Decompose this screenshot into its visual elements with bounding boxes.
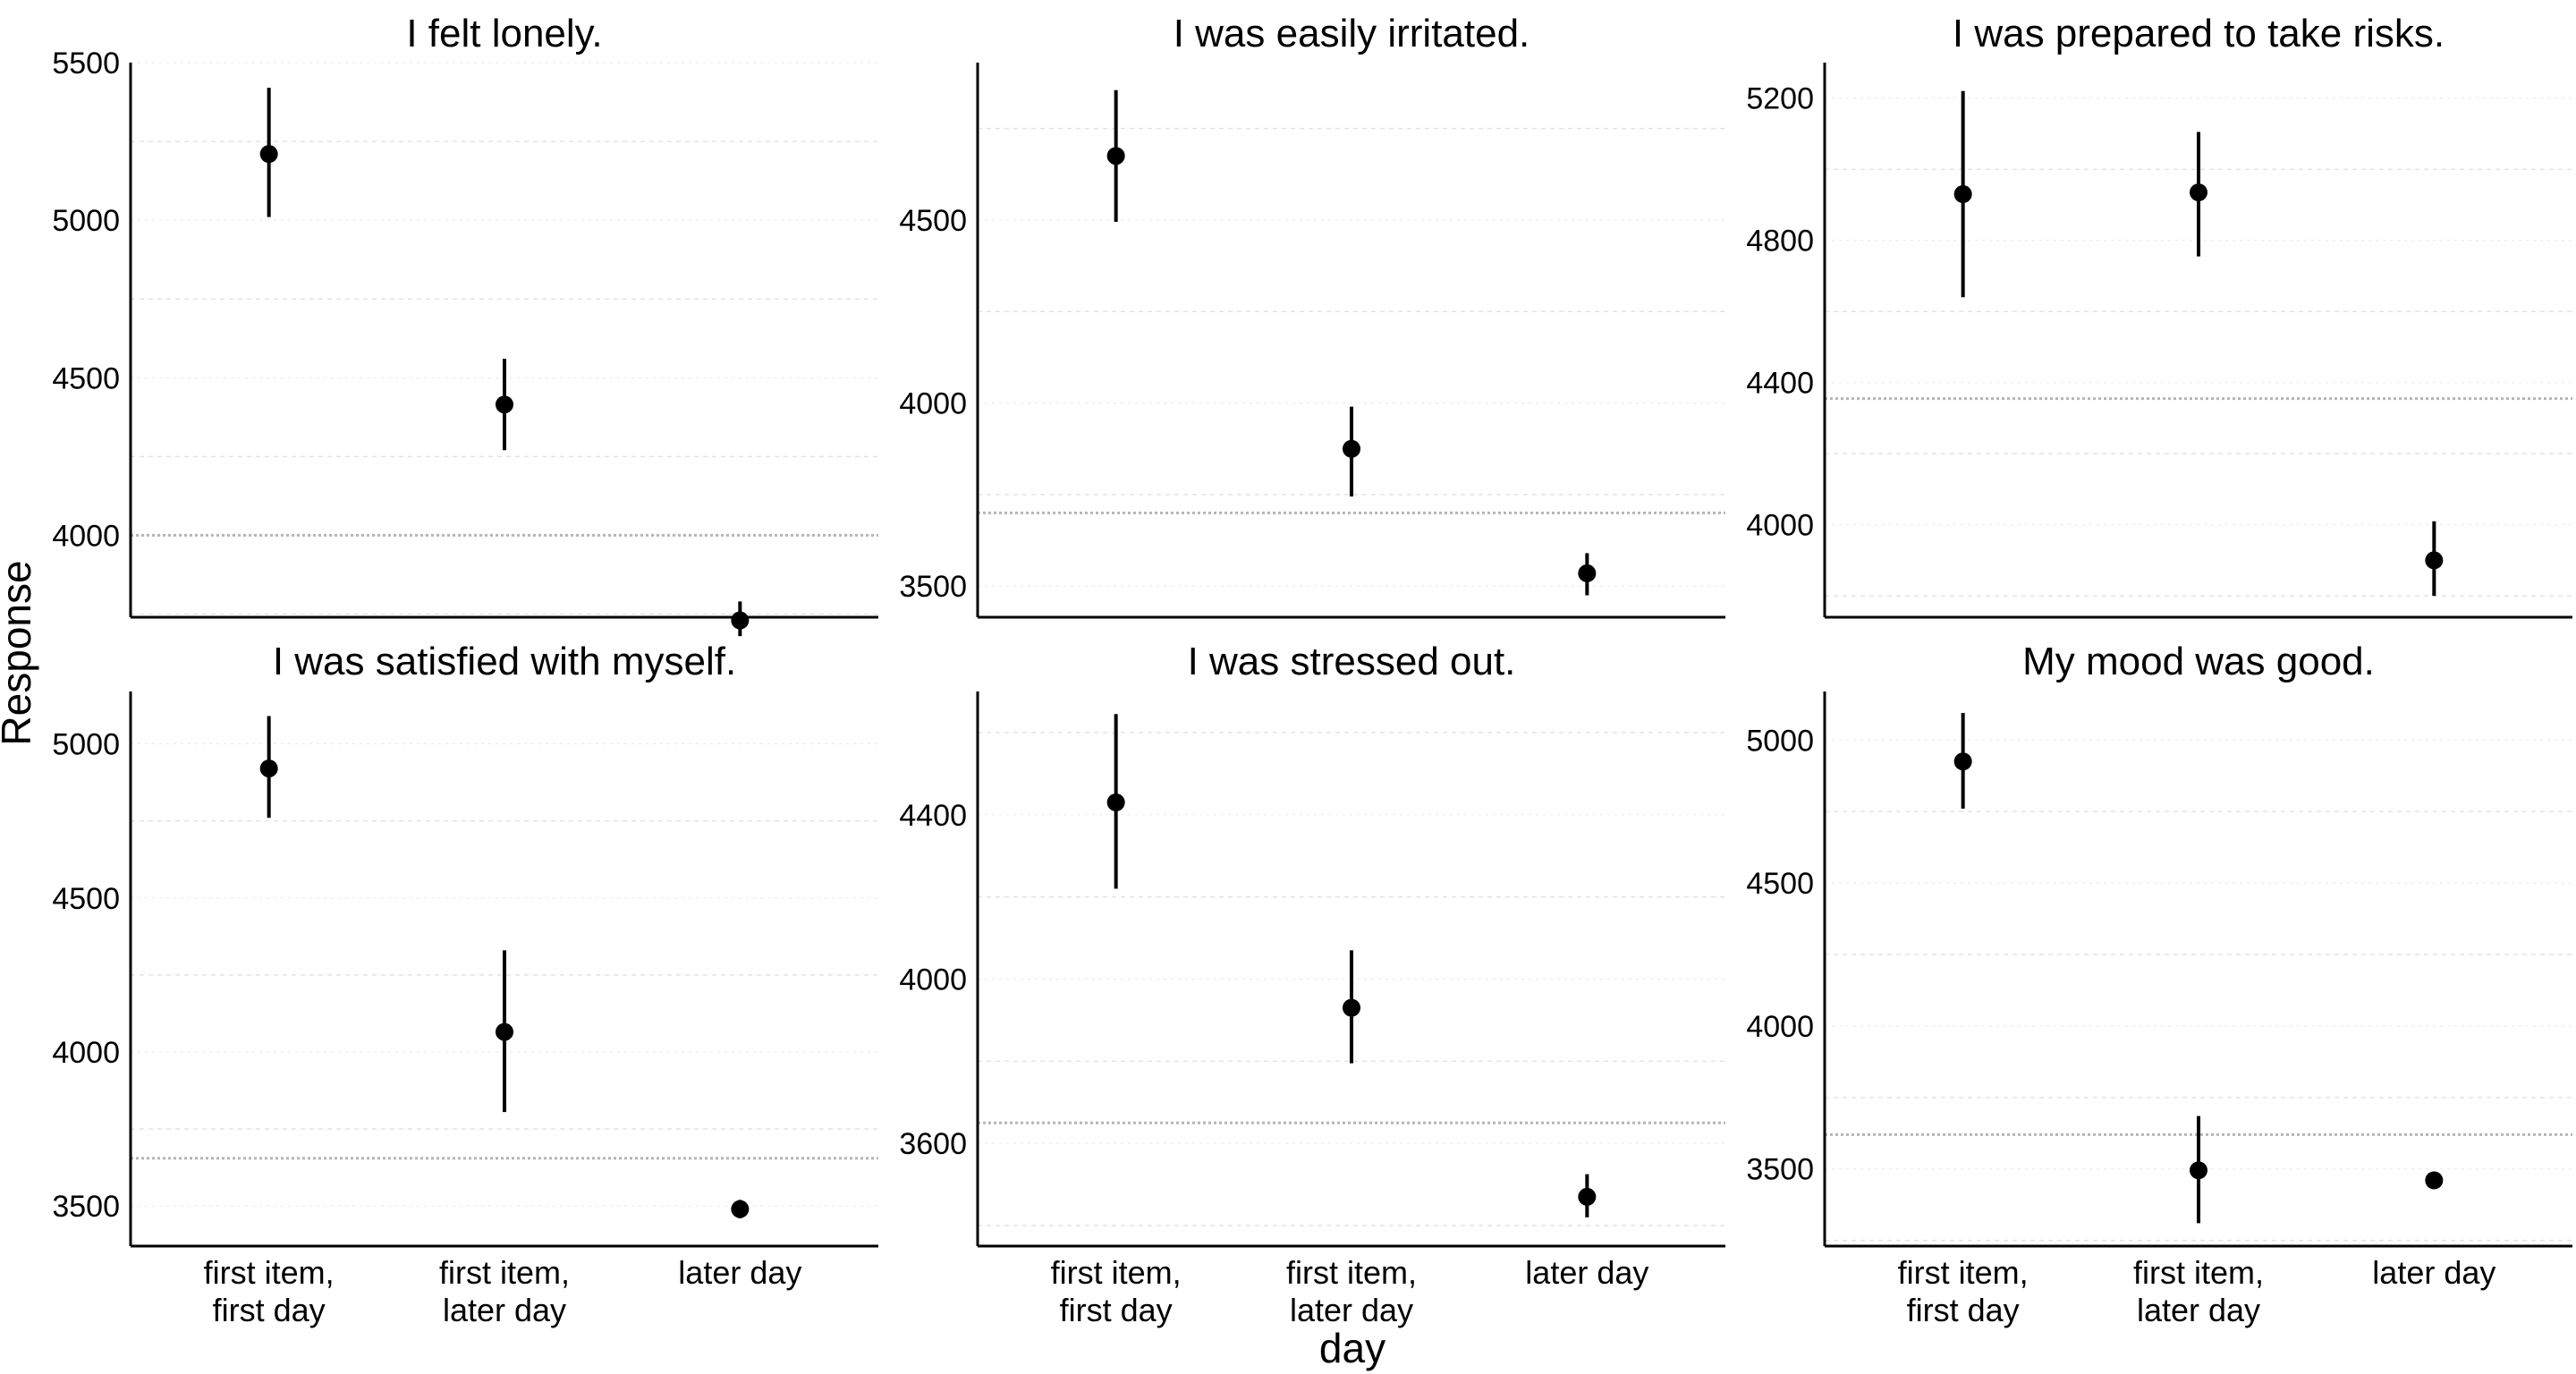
- data-point: [259, 759, 278, 778]
- data-point: [2425, 1171, 2444, 1190]
- panels-layer: 4000 4500 5000 5500 I felt lonely. 3500 4000 45…: [52, 12, 2572, 1328]
- data-point: [1106, 147, 1125, 165]
- data-point: [731, 611, 750, 630]
- panel-title: I was stressed out.: [1188, 640, 1516, 683]
- x-category-label: first item,: [1286, 1254, 1417, 1291]
- y-tick-label: 5000: [1746, 724, 1814, 758]
- data-point: [2425, 551, 2444, 570]
- data-point: [1953, 185, 1972, 204]
- y-tick-label: 4000: [52, 519, 120, 553]
- x-category-label: later day: [1525, 1254, 1648, 1291]
- y-tick-label: 4000: [52, 1036, 120, 1070]
- panel-title: I was satisfied with myself.: [273, 640, 736, 683]
- y-tick-label: 3600: [899, 1127, 967, 1161]
- y-tick-label: 4400: [899, 799, 967, 833]
- panel-title: I felt lonely.: [406, 12, 602, 55]
- panel-title: I was easily irritated.: [1174, 12, 1530, 55]
- x-category-label: first item,: [204, 1254, 335, 1291]
- y-tick-label: 4500: [899, 204, 967, 238]
- panel-title: My mood was good.: [2022, 640, 2375, 683]
- panel-3: 4000 4400 4800 5200 I was prepared to take r…: [1746, 12, 2572, 619]
- y-tick-label: 3500: [52, 1190, 120, 1224]
- x-category-label: later day: [443, 1292, 566, 1328]
- y-tick-label: 5000: [52, 204, 120, 238]
- x-category-label: first item,: [2133, 1254, 2264, 1291]
- data-point: [496, 1022, 513, 1041]
- y-tick-label: 4000: [899, 387, 967, 421]
- x-category-label: later day: [678, 1254, 801, 1291]
- x-category-label: later day: [1290, 1292, 1413, 1328]
- y-tick-label: 4000: [1746, 1010, 1814, 1044]
- y-tick-label: 4400: [1746, 367, 1814, 401]
- data-point: [1343, 439, 1360, 458]
- data-point: [1578, 564, 1597, 582]
- data-point: [2190, 1161, 2207, 1180]
- x-axis-title: day: [1319, 1325, 1385, 1371]
- y-tick-label: 5200: [1746, 82, 1814, 116]
- y-tick-label: 4000: [899, 963, 967, 997]
- panel-5: 3600 4000 4400 I was stressed out. first ite…: [899, 640, 1725, 1328]
- y-tick-label: 4500: [52, 361, 120, 395]
- x-category-label: first day: [1907, 1292, 2020, 1328]
- data-point: [1106, 793, 1125, 811]
- y-tick-label: 3500: [899, 570, 967, 604]
- y-tick-label: 4500: [1746, 867, 1814, 901]
- data-point: [731, 1200, 750, 1218]
- y-tick-label: 4500: [52, 882, 120, 916]
- panel-6: 3500 4000 4500 5000 My mood was good. first i…: [1746, 640, 2572, 1328]
- x-category-label: first item,: [1898, 1254, 2029, 1291]
- data-point: [259, 145, 278, 164]
- panel-1: 4000 4500 5000 5500 I felt lonely.: [52, 12, 878, 637]
- x-category-label: later day: [2372, 1254, 2496, 1291]
- x-category-label: later day: [2137, 1292, 2260, 1328]
- data-point: [2190, 183, 2207, 202]
- y-axis-title: Response: [0, 560, 39, 745]
- x-category-label: first day: [213, 1292, 326, 1328]
- panel-2: 3500 4000 4500 I was easily irritated.: [899, 12, 1725, 619]
- y-tick-label: 4800: [1746, 225, 1814, 259]
- y-tick-label: 3500: [1746, 1153, 1814, 1187]
- data-point: [496, 395, 513, 414]
- x-category-label: first item,: [439, 1254, 570, 1291]
- x-category-label: first item,: [1051, 1254, 1182, 1291]
- x-category-label: first day: [1060, 1292, 1173, 1328]
- data-point: [1343, 998, 1360, 1017]
- panel-4: 3500 4000 4500 5000 I was satisfied with mys…: [52, 640, 878, 1328]
- data-point: [1578, 1187, 1597, 1206]
- y-tick-label: 5000: [52, 728, 120, 762]
- y-tick-label: 5500: [52, 47, 120, 81]
- panel-title: I was prepared to take risks.: [1953, 12, 2445, 55]
- data-point: [1953, 752, 1972, 771]
- y-tick-label: 4000: [1746, 509, 1814, 543]
